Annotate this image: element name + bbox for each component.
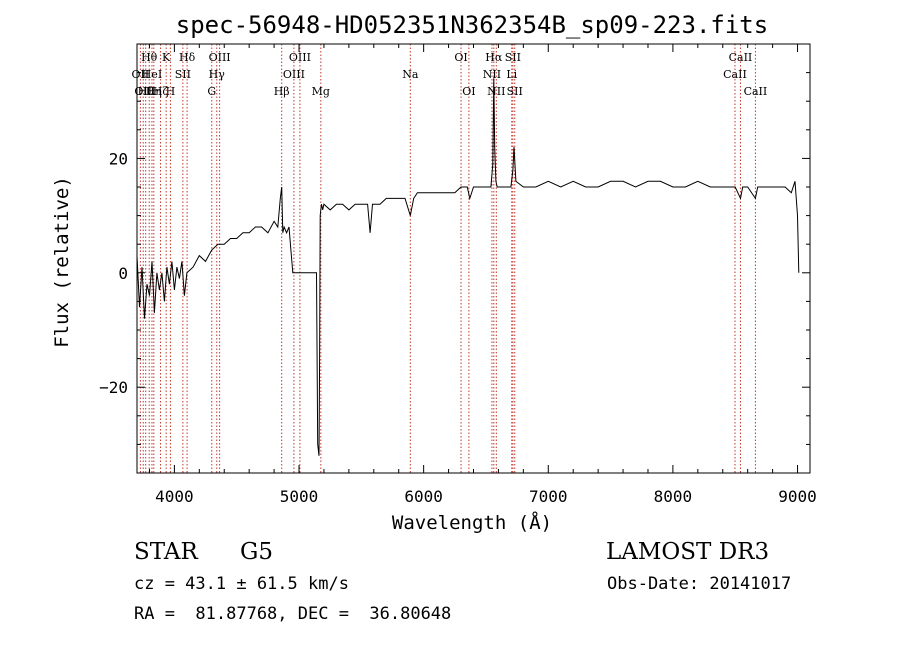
line-label: OIII [283,68,305,81]
x-tick-label: 8000 [654,487,693,506]
y-axis-label: Flux (relative) [51,176,73,348]
line-label: CaII [729,51,753,64]
x-tick-label: 5000 [280,487,319,506]
line-label: Mg [312,85,330,98]
line-markers [139,44,756,473]
line-label: OIII [289,51,311,64]
x-axis-label: Wavelength (Å) [392,511,552,534]
line-label: Hη [146,85,162,98]
x-tick-label: 6000 [404,487,443,506]
line-label: HeI [142,68,162,81]
plot-frame [136,43,811,474]
line-label: H [166,85,176,98]
x-tick-label: 9000 [778,487,817,506]
line-label: OI [454,51,467,64]
y-axis-ticks: −20 0 20 [99,72,810,445]
object-class: STAR [134,539,198,565]
y-tick-label: 0 [118,264,128,283]
line-label: SII [175,68,191,81]
redshift-velocity: cz = 43.1 ± 61.5 km/s [134,574,349,594]
line-label: Hγ [209,68,226,81]
line-label: CaII [744,85,768,98]
x-tick-label: 4000 [155,487,194,506]
line-label: CaII [723,68,747,81]
x-axis-ticks: 4000 5000 6000 7000 8000 9000 [148,44,817,506]
line-label: Hθ [138,85,155,98]
line-label: K [162,51,171,64]
line-label: G [207,85,216,98]
line-label: NII [487,85,505,98]
coordinates: RA = 81.87768, DEC = 36.80648 [134,604,452,624]
line-label: Na [402,68,419,81]
line-label: Hδ [179,51,196,64]
chart-title: spec-56948-HD052351N362354B_sp09-223.fit… [176,11,768,39]
line-label: SII [505,51,521,64]
x-tick-label: 7000 [529,487,568,506]
spectrum-line [136,78,800,456]
line-label: Hθ [141,51,158,64]
line-label: OI [462,85,475,98]
object-subclass: G5 [240,539,274,565]
line-label: Hβ [274,85,290,98]
y-tick-label: −20 [99,378,128,397]
line-label: NII [483,68,501,81]
line-label: Hζ [153,85,169,98]
observation-date: Obs-Date: 20141017 [607,574,792,594]
line-label: Hα [485,51,503,64]
line-label: OII [134,85,152,98]
line-label: Li [506,68,517,81]
y-tick-label: 20 [109,149,128,168]
line-label: SII [507,85,523,98]
line-labels: OIIOIIHθHθHeIHηHζKHSIIHδGHγOIIIHβOIIIOII… [132,51,768,98]
line-label: OII [132,68,150,81]
survey-name: LAMOST DR3 [606,539,770,565]
line-label: OIII [209,51,231,64]
